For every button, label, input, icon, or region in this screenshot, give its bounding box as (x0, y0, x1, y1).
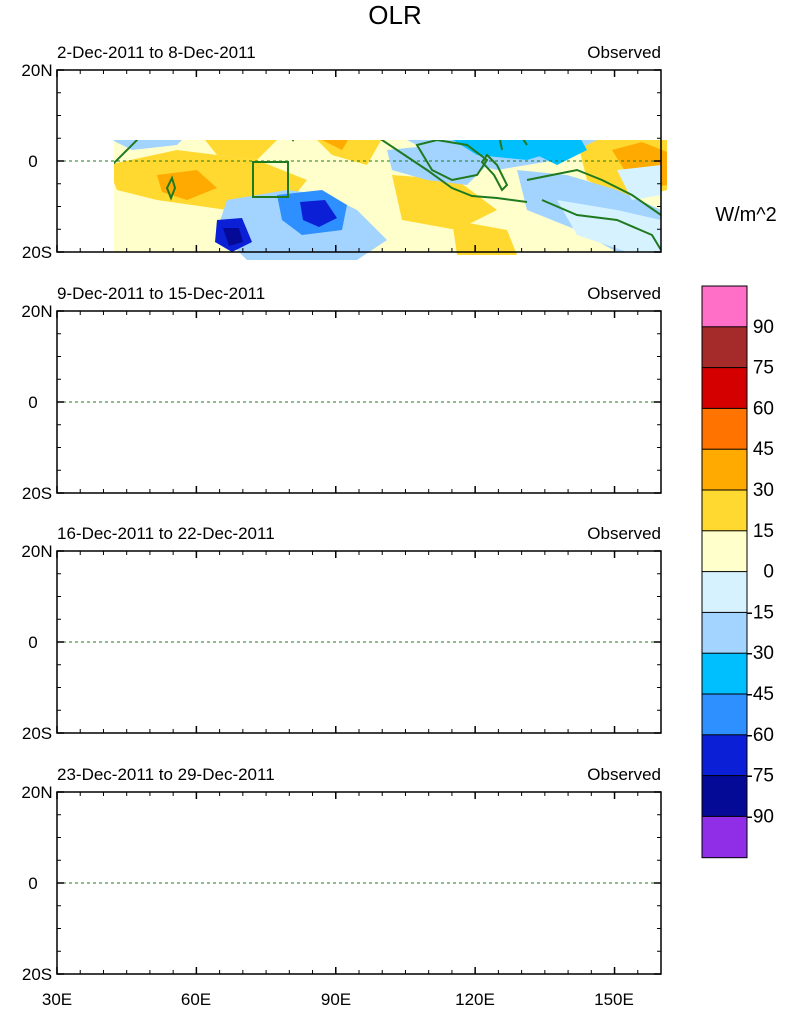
map-panel-2: 9-Dec-2011 to 15-Dec-2011 Observed 20N 0… (21, 284, 662, 503)
colorbar-swatch (701, 326, 748, 369)
colorbar-swatch (701, 448, 748, 492)
colorbar-tick-label: 45 (753, 439, 774, 460)
lat-label-equator-1: 0 (28, 152, 37, 171)
panel-status-4: Observed (587, 765, 661, 784)
colorbar-tick-label: 60 (753, 398, 774, 419)
panel-date-range-2: 9-Dec-2011 to 15-Dec-2011 (57, 284, 265, 303)
panel-status-3: Observed (587, 524, 661, 543)
tick-marks-3 (56, 550, 662, 734)
lat-label-south-2: 20S (22, 484, 52, 503)
colorbar-swatch (701, 611, 748, 655)
lon-axis: 30E 60E 90E 120E 150E (42, 990, 634, 1009)
colorbar-swatch (701, 407, 748, 451)
coastline-4 (57, 792, 661, 972)
panel-date-range-3: 16-Dec-2011 to 22-Dec-2011 (57, 524, 275, 543)
colorbar-tick-label: -75 (747, 766, 774, 787)
lon-label-30e: 30E (42, 990, 72, 1009)
lat-label-north-4: 20N (21, 783, 52, 802)
panel-status-1: Observed (587, 43, 661, 62)
colorbar-tick-label: 0 (763, 562, 774, 583)
colorbar-tick-label: 15 (753, 521, 774, 542)
tick-marks-2 (56, 310, 662, 494)
colorbar-tick-label: -15 (747, 602, 774, 623)
colorbar (701, 285, 748, 859)
lat-label-south-1: 20S (22, 243, 52, 262)
panel-status-2: Observed (587, 284, 661, 303)
colorbar-swatch (701, 530, 748, 573)
lon-label-90e: 90E (321, 990, 351, 1009)
colorbar-swatch (701, 367, 748, 410)
colorbar-swatch (701, 815, 748, 859)
anomaly-field-3 (57, 546, 661, 733)
map-panel-3: 16-Dec-2011 to 22-Dec-2011 Observed 20N … (21, 524, 662, 743)
lon-label-120e: 120E (455, 990, 495, 1009)
colorbar-tick-label: 30 (753, 480, 774, 501)
lat-label-south-3: 20S (22, 724, 52, 743)
tick-marks-1 (56, 69, 662, 253)
units-label: W/m^2 (715, 204, 777, 226)
lat-label-equator-2: 0 (28, 393, 37, 412)
panel-date-range-4: 23-Dec-2011 to 29-Dec-2011 (57, 765, 275, 784)
anomaly-field-4 (57, 787, 661, 974)
lat-label-north-1: 20N (21, 61, 52, 80)
colorbar-swatch (701, 775, 748, 818)
colorbar-swatch (701, 693, 748, 736)
panel-date-range-1: 2-Dec-2011 to 8-Dec-2011 (57, 43, 256, 62)
colorbar-tick-label: -45 (747, 684, 774, 705)
lat-label-north-2: 20N (21, 302, 52, 321)
coastline-1 (114, 140, 662, 251)
anomaly-field-1 (114, 140, 667, 260)
colorbar-swatch (701, 489, 748, 532)
colorbar-swatch (701, 734, 748, 777)
coastline-2 (57, 311, 661, 491)
colorbar-tick-label: -30 (747, 643, 774, 664)
colorbar-swatch (701, 571, 748, 614)
colorbar-tick-label: -90 (747, 806, 774, 827)
tick-marks-4 (56, 791, 662, 975)
figure-title: OLR (368, 0, 421, 30)
lat-label-north-3: 20N (21, 542, 52, 561)
colorbar-tick-label: 75 (753, 358, 774, 379)
anomaly-field-2 (57, 306, 661, 493)
colorbar-tick-label: -60 (747, 725, 774, 746)
coastline-3 (57, 551, 661, 731)
lat-label-equator-3: 0 (28, 633, 37, 652)
colorbar-swatch (701, 652, 748, 696)
colorbar-swatch (701, 285, 748, 328)
colorbar-tick-label: 90 (753, 317, 774, 338)
lat-label-equator-4: 0 (28, 874, 37, 893)
lat-label-south-4: 20S (22, 965, 52, 984)
colorbar-labels: 90 75 60 45 30 15 0 -15 -30 -45 -60 -75 -90 (747, 317, 774, 828)
lon-label-150e: 150E (594, 990, 634, 1009)
lon-label-60e: 60E (181, 990, 211, 1009)
map-panel-1: 2-Dec-2011 to 8-Dec-2011 Observed 20N 0 … (21, 43, 667, 262)
map-panel-4: 23-Dec-2011 to 29-Dec-2011 Observed 20N … (21, 765, 662, 984)
